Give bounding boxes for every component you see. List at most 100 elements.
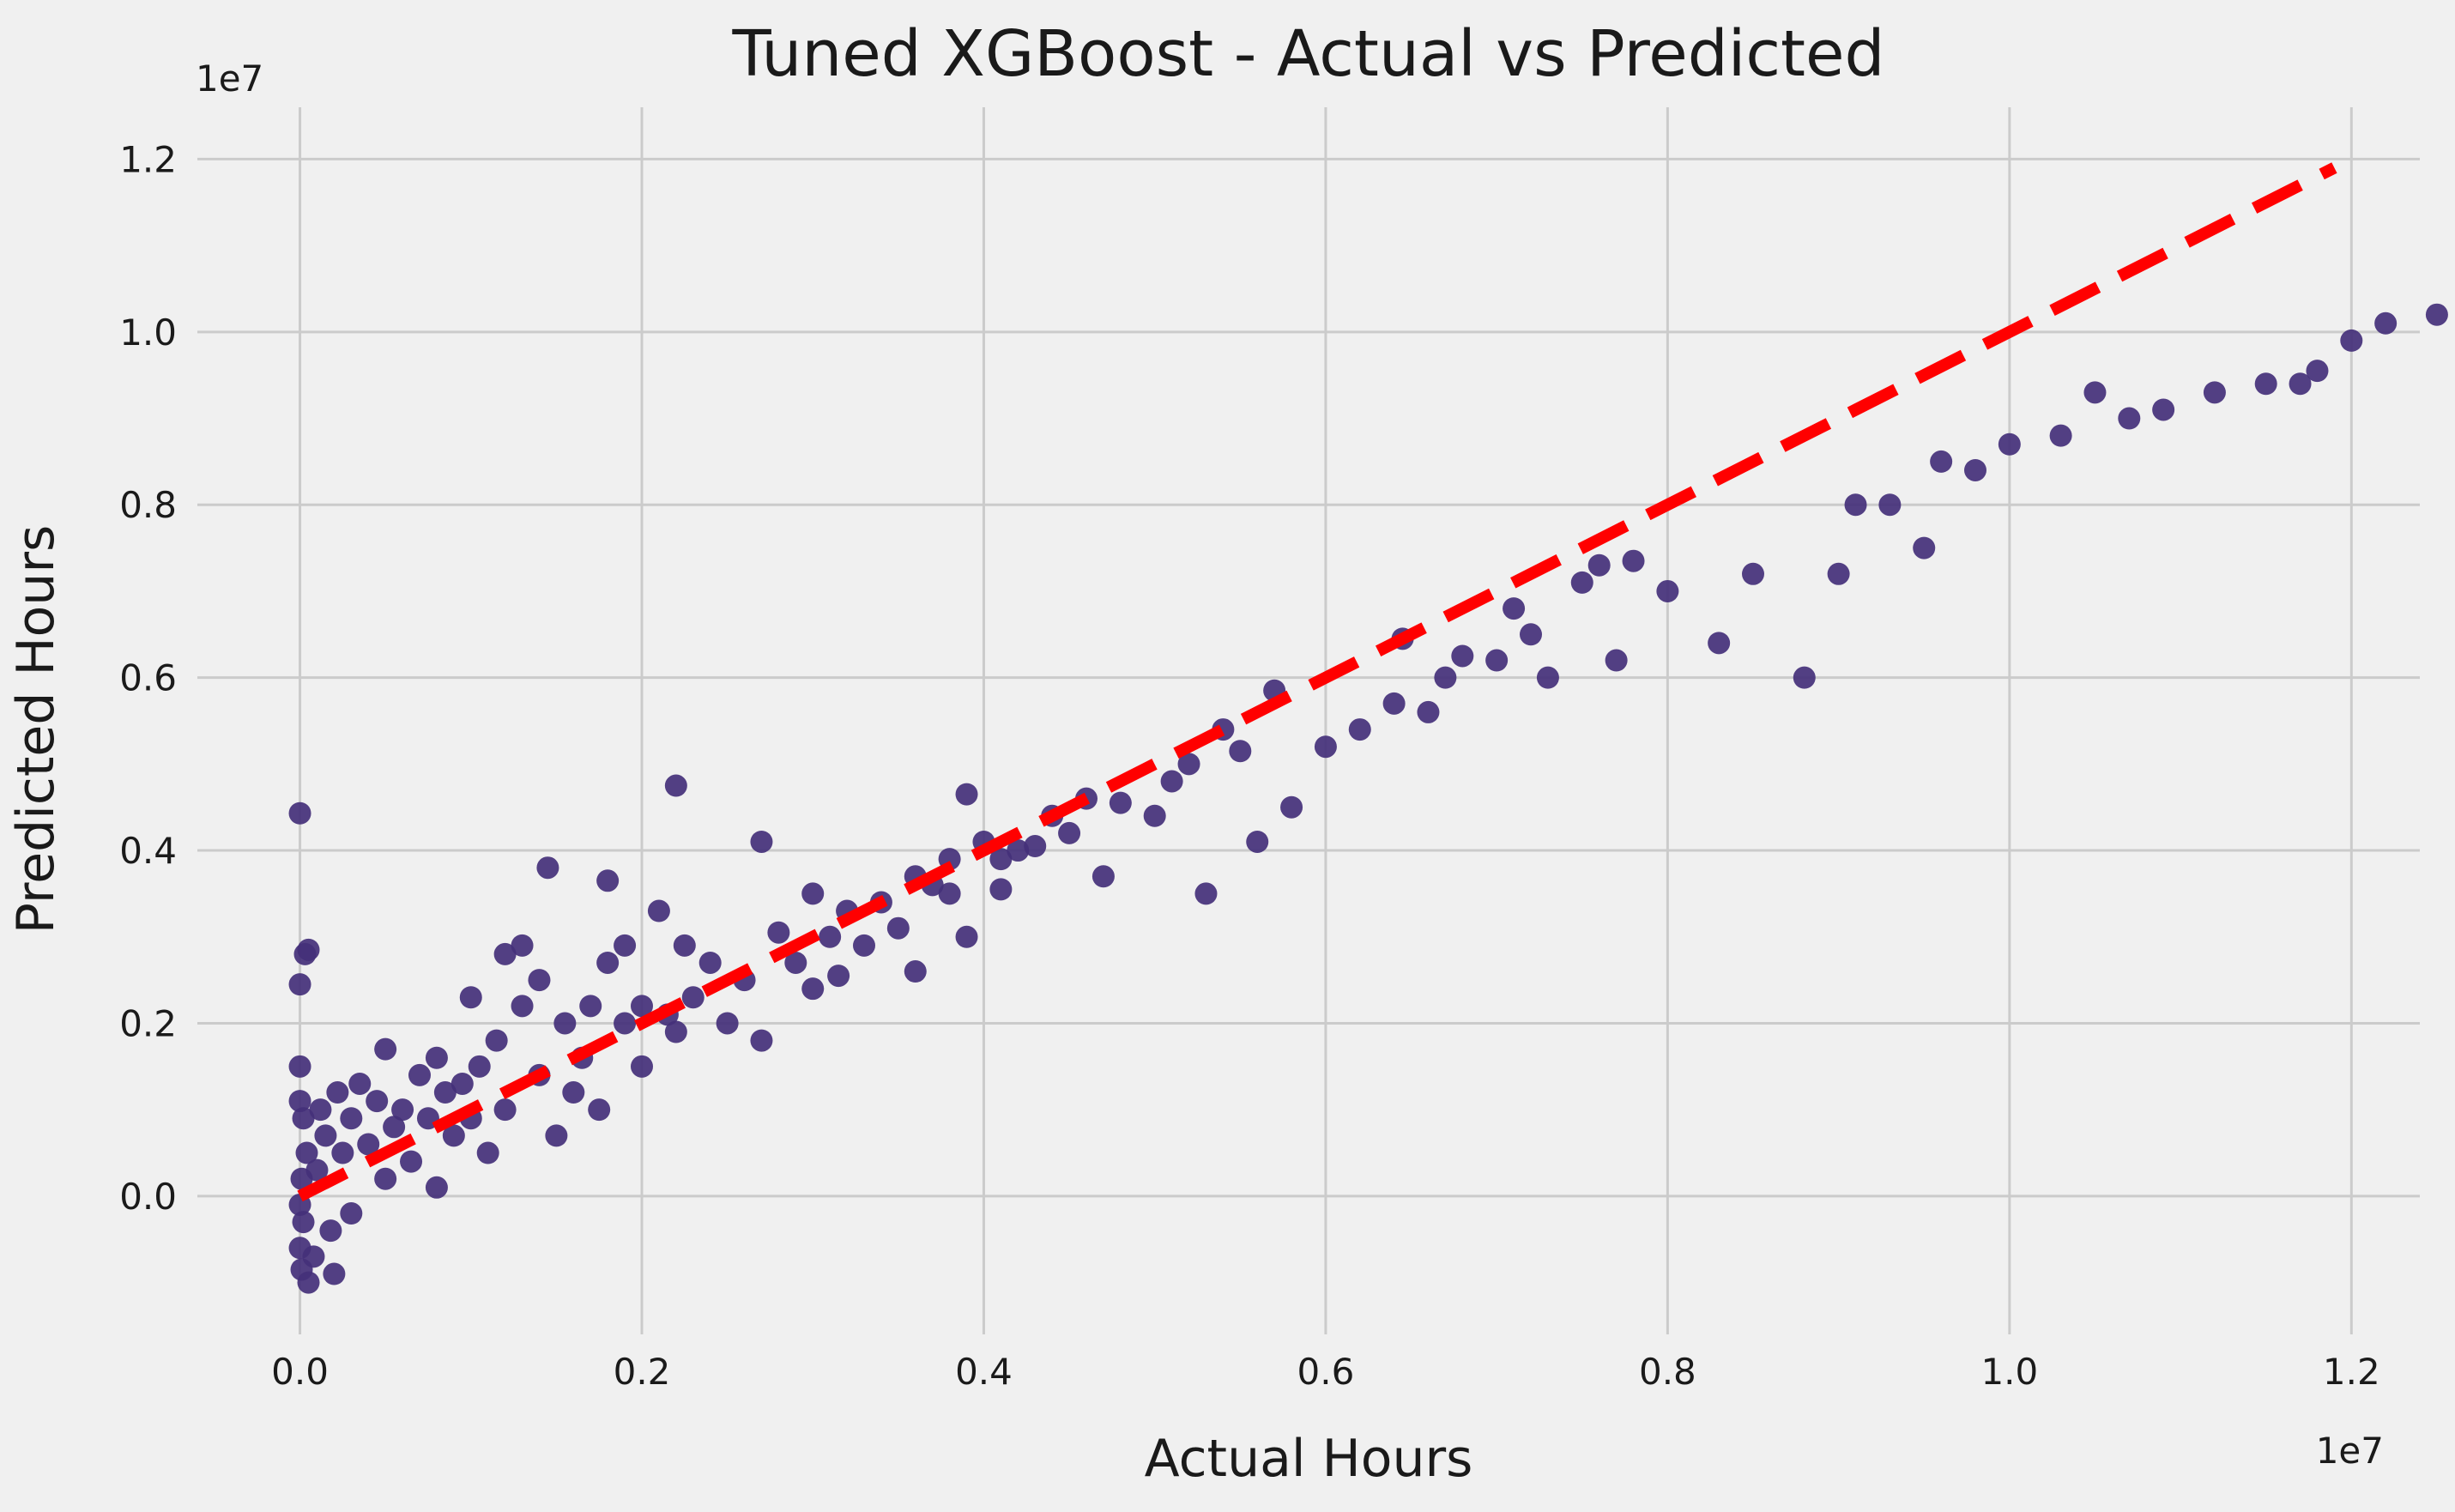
- scatter-point: [2083, 381, 2107, 404]
- scatter-point: [955, 925, 978, 948]
- y-axis-title: Predicted Hours: [6, 525, 66, 934]
- scatter-point: [588, 1098, 611, 1122]
- scatter-point: [374, 1167, 397, 1190]
- scatter-point: [1844, 493, 1867, 517]
- scatter-point: [784, 951, 807, 974]
- scatter-point: [493, 1098, 517, 1122]
- y-tick-label: 0.2: [119, 1002, 177, 1044]
- scatter-point: [2306, 360, 2329, 383]
- scatter-point: [297, 938, 320, 961]
- scatter-point: [511, 995, 534, 1018]
- scatter-point: [319, 1219, 342, 1243]
- y-tick-label: 1.2: [119, 138, 177, 180]
- scatter-point: [614, 1012, 637, 1035]
- scatter-point: [1964, 458, 1986, 481]
- scatter-point: [673, 934, 696, 957]
- scatter-point: [1434, 666, 1457, 689]
- scatter-point: [698, 951, 722, 974]
- scatter-point: [1177, 753, 1200, 776]
- scatter-point: [1280, 795, 1303, 819]
- scatter-point: [716, 1012, 739, 1035]
- scatter-point: [801, 977, 825, 1001]
- scatter-point: [400, 1150, 423, 1173]
- scatter-point: [323, 1262, 346, 1285]
- scatter-point: [408, 1063, 431, 1086]
- chart-title: Tuned XGBoost - Actual vs Predicted: [731, 17, 1884, 91]
- scatter-point: [681, 986, 704, 1009]
- scatter-point: [2118, 407, 2141, 430]
- scatter-point: [2254, 372, 2277, 396]
- reference-line: [297, 162, 2337, 1202]
- scatter-point: [750, 830, 773, 853]
- x-tick-labels: 0.0 0.2 0.4 0.6 0.8 1.0 1.2: [271, 1351, 2380, 1393]
- scatter-point: [1827, 562, 1850, 585]
- scatter-point: [288, 1055, 311, 1078]
- scatter-point: [1485, 649, 1509, 672]
- scatter-point: [2425, 303, 2448, 326]
- scatter-point: [340, 1202, 363, 1225]
- scatter-point: [326, 1081, 349, 1104]
- scatter-point: [819, 925, 842, 948]
- scatter-point: [1520, 623, 1542, 646]
- x-tick-label: 0.8: [1639, 1351, 1696, 1393]
- scatter-point: [2374, 311, 2398, 335]
- scatter-point: [989, 878, 1013, 901]
- scatter-point: [1109, 791, 1132, 814]
- scatter-point: [1622, 549, 1645, 572]
- scatter-point: [425, 1046, 448, 1069]
- scatter-point: [357, 1133, 380, 1156]
- scatter-point: [1246, 830, 1269, 853]
- scatter-point: [938, 882, 961, 905]
- x-axis-title: Actual Hours: [1145, 1429, 1473, 1489]
- scatter-point: [596, 869, 620, 892]
- scatter-point: [631, 995, 653, 1018]
- scatter-point: [493, 942, 517, 965]
- x-gridlines: [299, 107, 2353, 1334]
- scatter-point: [459, 986, 482, 1009]
- scatter-point: [904, 960, 927, 983]
- scatter-point: [288, 973, 311, 996]
- scatter-point: [1656, 579, 1679, 602]
- scatter-point: [1314, 735, 1337, 759]
- scatter-point: [314, 1124, 337, 1147]
- scatter-point: [1742, 562, 1764, 585]
- scatter-point: [1194, 882, 1218, 905]
- scatter-point: [827, 965, 850, 988]
- scatter-point: [1058, 821, 1081, 844]
- scatter-point: [348, 1072, 372, 1095]
- scatter-point: [1878, 493, 1902, 517]
- scatter-point: [1793, 666, 1816, 689]
- y-offset-label: 1e7: [196, 57, 263, 100]
- y-tick-labels: 0.0 0.2 0.4 0.6 0.8 1.0 1.2: [119, 138, 177, 1217]
- scatter-point: [545, 1124, 568, 1147]
- scatter-point: [562, 1081, 585, 1104]
- scatter-point: [750, 1029, 773, 1052]
- scatter-point: [2203, 381, 2226, 404]
- scatter-point: [305, 1158, 329, 1182]
- scatter-point: [374, 1037, 397, 1061]
- scatter-point: [1007, 839, 1030, 862]
- scatter-point: [631, 1055, 653, 1078]
- y-tick-label: 0.6: [119, 657, 177, 699]
- scatter-point: [2289, 372, 2312, 396]
- scatter-point: [1998, 432, 2021, 456]
- scatter-point: [288, 801, 311, 825]
- scatter-point: [309, 1098, 332, 1122]
- scatter-point: [1024, 835, 1047, 858]
- scatter-point: [2152, 398, 2175, 421]
- scatter-point: [450, 1072, 474, 1095]
- scatter-point: [955, 783, 978, 806]
- scatter-point: [292, 1107, 315, 1130]
- scatter-point: [1229, 740, 1252, 763]
- x-tick-label: 1.2: [2323, 1351, 2380, 1393]
- scatter-point: [1143, 804, 1166, 827]
- scatter-point: [1417, 700, 1440, 723]
- scatter-point: [596, 951, 620, 974]
- scatter-point: [366, 1090, 389, 1113]
- scatter-point: [1091, 865, 1115, 888]
- x-tick-label: 0.2: [614, 1351, 671, 1393]
- y-tick-label: 1.0: [119, 311, 177, 354]
- x-tick-label: 0.4: [955, 1351, 1013, 1393]
- scatter-point: [288, 1090, 311, 1113]
